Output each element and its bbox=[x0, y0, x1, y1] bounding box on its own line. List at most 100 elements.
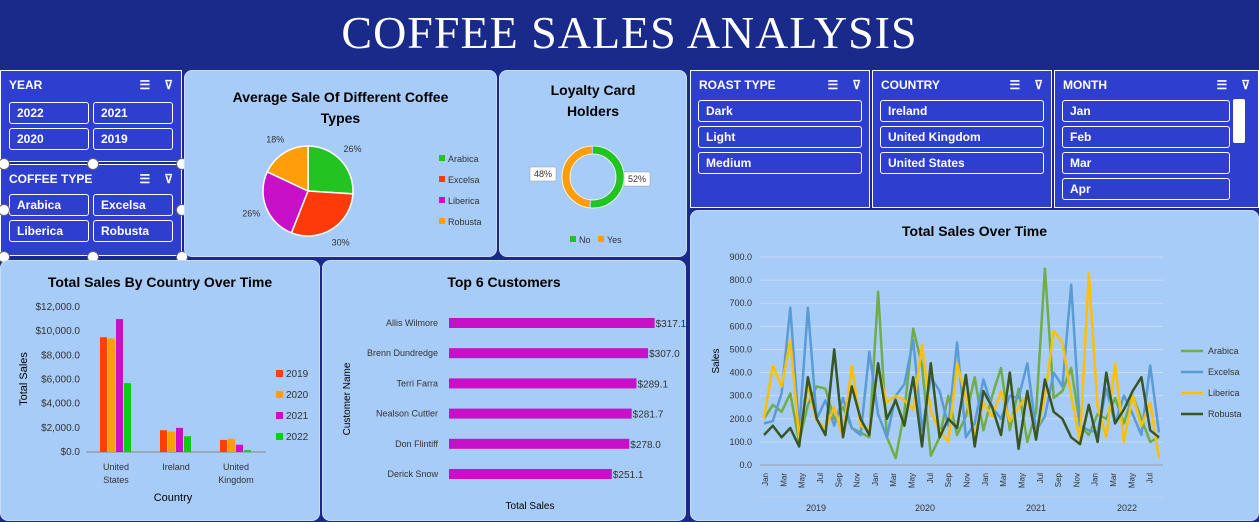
bar-data-label: $281.7 bbox=[633, 410, 664, 421]
pie-data-label: 18% bbox=[266, 134, 284, 144]
coffee-item-excelsa[interactable]: Excelsa bbox=[93, 194, 173, 216]
y-tick-label: $0.0 bbox=[61, 447, 81, 458]
legend-label: Robusta bbox=[448, 217, 482, 227]
y-tick-label: 200.0 bbox=[729, 414, 752, 424]
coffee-item-arabica[interactable]: Arabica bbox=[9, 194, 89, 216]
donut-label-box bbox=[623, 171, 651, 187]
country-item-uk[interactable]: United Kingdom bbox=[880, 126, 1044, 148]
bar-2019-united-states bbox=[100, 337, 107, 452]
bar-customer bbox=[449, 469, 612, 479]
resize-handle[interactable] bbox=[0, 204, 10, 216]
coffee-item-robusta[interactable]: Robusta bbox=[93, 220, 173, 242]
month-item-jan[interactable]: Jan bbox=[1062, 100, 1230, 122]
legend-label: 2019 bbox=[286, 369, 309, 380]
month-slicer: MONTH ☰ ⊽ Jan Feb Mar Apr bbox=[1054, 70, 1259, 208]
loyalty-donut-chart: 52% 48% No Yes bbox=[529, 145, 651, 245]
coffee-item-liberica[interactable]: Liberica bbox=[9, 220, 89, 242]
y-axis-label: Total Sales bbox=[18, 352, 30, 406]
bar-2019-united-kingdom bbox=[220, 439, 227, 452]
y-tick-label: $8,000.0 bbox=[41, 350, 80, 361]
month-item-mar[interactable]: Mar bbox=[1062, 152, 1230, 174]
y-tick-label: $2,000.0 bbox=[41, 423, 80, 434]
clear-filter-icon[interactable]: ⊽ bbox=[852, 78, 861, 92]
legend-label: Robusta bbox=[1208, 409, 1242, 419]
year-item-2022[interactable]: 2022 bbox=[9, 102, 89, 124]
x-tick-label: Jul bbox=[1146, 473, 1155, 483]
bar-2021-ireland bbox=[176, 427, 183, 452]
country-item-ireland[interactable]: Ireland bbox=[880, 100, 1044, 122]
bar-data-label: $307.0 bbox=[649, 349, 680, 360]
roast-type-slicer-title: ROAST TYPE bbox=[699, 78, 776, 92]
country-item-us[interactable]: United States bbox=[880, 152, 1044, 174]
legend-label: Excelsa bbox=[1208, 367, 1240, 377]
legend-swatch bbox=[570, 236, 576, 242]
multi-select-icon[interactable]: ☰ bbox=[1216, 78, 1228, 92]
bar-2022-ireland bbox=[184, 436, 191, 452]
year-item-2020[interactable]: 2020 bbox=[9, 128, 89, 150]
donut-segment-no bbox=[562, 146, 624, 208]
coffee-type-slicer: COFFEE TYPE ☰ ⊽ Arabica Excelsa Liberica … bbox=[0, 164, 182, 256]
y-tick-label: 700.0 bbox=[729, 298, 752, 308]
multi-select-icon[interactable]: ☰ bbox=[1009, 78, 1021, 92]
x-tick-label: Nov bbox=[963, 473, 972, 487]
x-tick-label: Kingdom bbox=[218, 475, 254, 485]
month-slicer-scrollbar[interactable] bbox=[1233, 99, 1245, 143]
series-line-excelsa bbox=[763, 283, 1161, 439]
legend-label: 2020 bbox=[286, 390, 309, 401]
clear-filter-icon[interactable]: ⊽ bbox=[1034, 78, 1043, 92]
top-customers-panel: Top 6 Customers Allis Wilmore $317.1 Brenn… bbox=[322, 260, 687, 521]
clear-filter-icon[interactable]: ⊽ bbox=[164, 172, 173, 186]
month-item-apr[interactable]: Apr bbox=[1062, 178, 1230, 200]
legend-label: Liberica bbox=[448, 196, 480, 206]
resize-handle[interactable] bbox=[0, 158, 10, 170]
bar-2022-united-states bbox=[124, 383, 131, 452]
x-tick-label: United bbox=[223, 462, 249, 472]
year-slicer-title: YEAR bbox=[9, 78, 43, 92]
multi-select-icon[interactable]: ☰ bbox=[827, 78, 839, 92]
bar-2019-ireland bbox=[160, 430, 167, 452]
bar-2021-united-states bbox=[116, 319, 123, 452]
y-tick-label: 500.0 bbox=[729, 344, 752, 354]
resize-handle[interactable] bbox=[87, 158, 99, 170]
y-tick-label: 600.0 bbox=[729, 321, 752, 331]
year-item-2021[interactable]: 2021 bbox=[93, 102, 173, 124]
legend-label: 2022 bbox=[286, 432, 309, 443]
donut-outline bbox=[569, 153, 617, 201]
coffee-type-slicer-title: COFFEE TYPE bbox=[9, 172, 93, 186]
legend-swatch bbox=[439, 155, 445, 161]
pie-slice-excelsa bbox=[290, 190, 354, 237]
y-tick-label: 100.0 bbox=[729, 437, 752, 447]
month-slicer-title: MONTH bbox=[1063, 78, 1107, 92]
multi-select-icon[interactable]: ☰ bbox=[139, 78, 151, 92]
roast-item-medium[interactable]: Medium bbox=[698, 152, 862, 174]
year-item-2019[interactable]: 2019 bbox=[93, 128, 173, 150]
legend-swatch bbox=[276, 433, 283, 440]
clear-filter-icon[interactable]: ⊽ bbox=[1241, 78, 1250, 92]
x-axis-label: Total Sales bbox=[506, 501, 555, 512]
x-tick-label: Jul bbox=[1036, 473, 1045, 483]
country-sales-panel: Total Sales By Country Over Time $0.0 $2,… bbox=[0, 260, 320, 521]
bar-2020-ireland bbox=[168, 431, 175, 452]
y-tick-label: $12,000.0 bbox=[36, 302, 81, 313]
x-tick-label: Ireland bbox=[162, 462, 190, 472]
multi-select-icon[interactable]: ☰ bbox=[139, 172, 151, 186]
series-line-robusta bbox=[763, 348, 1160, 451]
roast-item-dark[interactable]: Dark bbox=[698, 100, 862, 122]
roast-item-light[interactable]: Light bbox=[698, 126, 862, 148]
x-tick-label: Sep bbox=[944, 472, 953, 487]
legend-swatch bbox=[276, 391, 283, 398]
bar-data-label: $317.1 bbox=[656, 319, 687, 330]
bar-customer bbox=[449, 318, 655, 328]
month-item-feb[interactable]: Feb bbox=[1062, 126, 1230, 148]
x-tick-label: Sep bbox=[1054, 472, 1063, 487]
clear-filter-icon[interactable]: ⊽ bbox=[164, 78, 173, 92]
y-tick-label: $6,000.0 bbox=[41, 375, 80, 386]
y-tick-label: $10,000.0 bbox=[36, 326, 81, 337]
x-tick-label: Mar bbox=[999, 473, 1008, 487]
bar-2020-united-states bbox=[108, 338, 115, 452]
y-axis-label: Customer Name bbox=[342, 362, 353, 435]
bar-customer bbox=[449, 408, 632, 419]
dashboard-title: COFFEE SALES ANALYSIS bbox=[341, 7, 918, 58]
x-tick-label: Jul bbox=[816, 473, 825, 483]
bar-2022-united-kingdom bbox=[244, 450, 251, 452]
